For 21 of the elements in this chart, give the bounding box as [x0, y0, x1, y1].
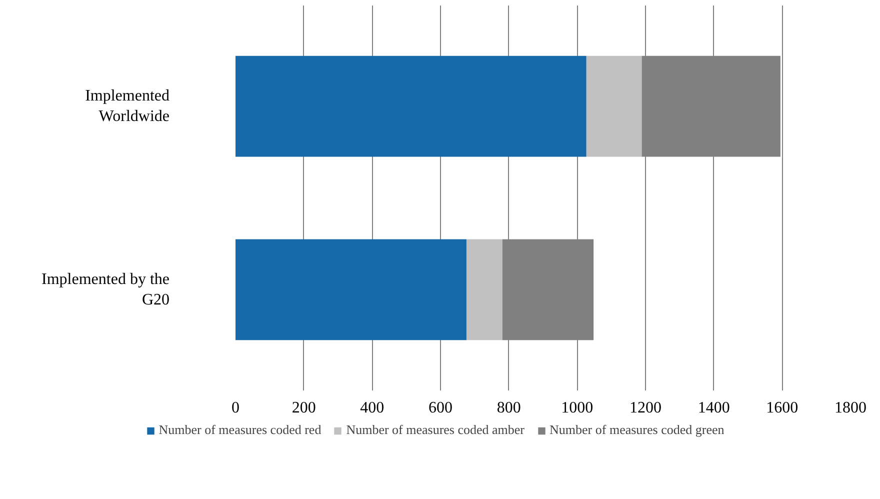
legend-label: Number of measures coded green [550, 422, 724, 438]
x-tick-label: 0 [232, 400, 240, 416]
y-tick-label: Implemented by the G20 [42, 270, 170, 308]
bar [586, 56, 642, 157]
x-tick-label: 1600 [766, 400, 798, 416]
legend-label: Number of measures coded amber [346, 422, 525, 438]
x-tick-label: 1400 [698, 400, 730, 416]
x-tick-label: 1200 [630, 400, 662, 416]
x-tick-label: 200 [292, 400, 316, 416]
x-tick-label: 600 [428, 400, 452, 416]
x-tick-label: 400 [360, 400, 384, 416]
y-tick-label: Implemented Worldwide [85, 88, 170, 126]
bar [466, 239, 502, 340]
x-tick-label: 1000 [561, 400, 594, 416]
bar [236, 239, 466, 340]
bar [502, 239, 594, 340]
x-tick-label: 1800 [834, 400, 866, 416]
legend-label: Number of measures coded red [158, 422, 322, 438]
bar [236, 56, 586, 157]
x-tick-label: 800 [496, 400, 521, 416]
bar [642, 56, 780, 157]
